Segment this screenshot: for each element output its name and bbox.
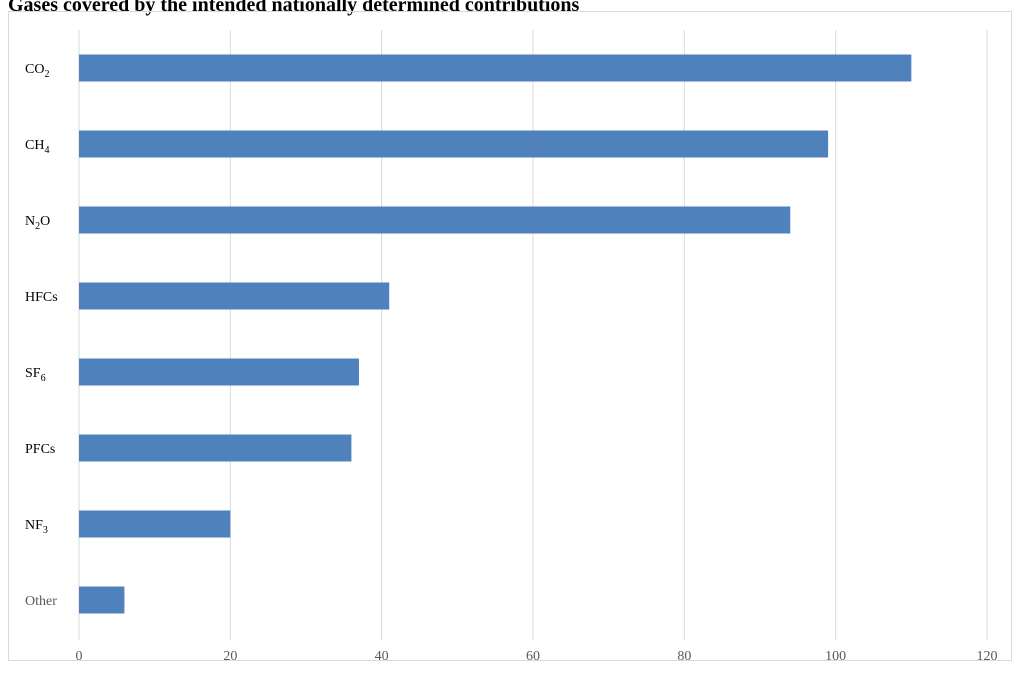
category-label-co: CO2 — [25, 62, 49, 80]
x-tick-label: 20 — [223, 649, 237, 664]
category-label-subscript: 2 — [44, 69, 49, 80]
chart-title: Gases covered by the intended nationally… — [8, 0, 580, 16]
category-label-subscript: 3 — [43, 525, 48, 536]
x-axis-tick-labels: 0 20 40 60 80 100 120 — [76, 649, 998, 664]
category-label-text: N — [25, 214, 35, 229]
category-label-text: HFCs — [25, 290, 58, 305]
x-tick-label: 100 — [825, 649, 846, 664]
category-label-text: PFCs — [25, 442, 55, 457]
x-tick-label: 80 — [677, 649, 691, 664]
category-label-text: CH — [25, 138, 44, 153]
category-label-subscript: 4 — [44, 145, 49, 156]
category-label-sf: SF6 — [25, 366, 46, 384]
x-tick-label: 60 — [526, 649, 540, 664]
x-tick-label: 0 — [76, 649, 83, 664]
bar-n — [79, 206, 791, 234]
category-label-pfcs: PFCs — [25, 442, 55, 457]
category-label-text: Other — [25, 594, 57, 609]
category-label-other: Other — [25, 594, 57, 609]
category-label-text: CO — [25, 62, 44, 77]
bar-ch — [79, 130, 829, 158]
category-label-hfcs: HFCs — [25, 290, 58, 305]
bar-nf — [79, 510, 231, 538]
x-tick-label: 120 — [977, 649, 998, 664]
category-label-text: SF — [25, 366, 41, 381]
category-label-text: NF — [25, 518, 43, 533]
x-tick-label: 40 — [375, 649, 389, 664]
category-label-ch: CH4 — [25, 138, 49, 156]
bar-co — [79, 54, 912, 82]
bar-pfcs — [79, 434, 352, 462]
bar-hfcs — [79, 282, 390, 310]
category-label-tail: O — [40, 214, 50, 229]
category-label-nf: NF3 — [25, 518, 48, 536]
bar-other — [79, 586, 125, 614]
category-label-subscript: 6 — [41, 373, 46, 384]
bars — [79, 54, 912, 614]
gridlines — [78, 30, 988, 640]
category-label-subscript: 2 — [35, 221, 40, 232]
chart-area — [8, 11, 1012, 661]
category-label-n: N2O — [25, 214, 50, 232]
bar-sf — [79, 358, 359, 386]
